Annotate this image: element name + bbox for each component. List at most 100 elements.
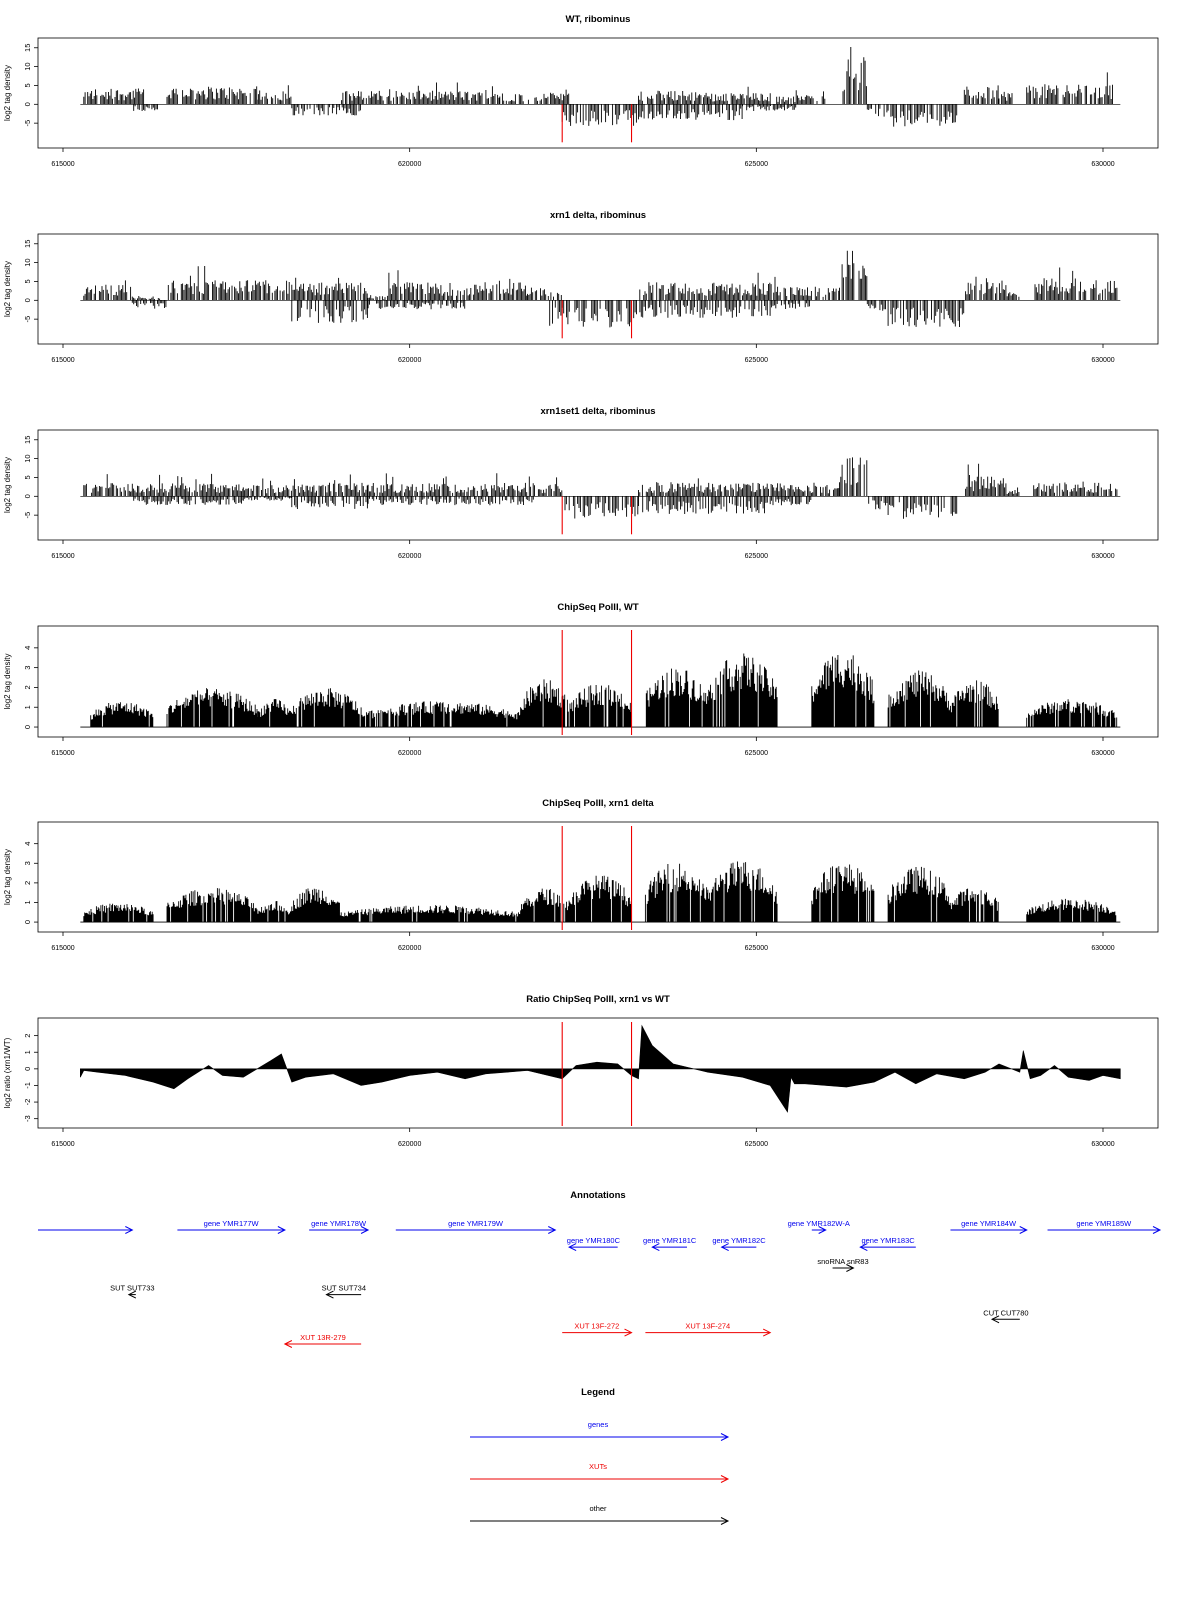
annotation-feature: gene YMR179W bbox=[395, 1219, 557, 1234]
legend-entry-arrowhead bbox=[720, 1475, 730, 1483]
legend-title: Legend bbox=[581, 1387, 615, 1398]
y-axis-label: log2 tag density bbox=[3, 653, 12, 709]
feature-arrowhead bbox=[283, 1340, 293, 1348]
x-tick-label: 620000 bbox=[398, 750, 421, 757]
feature-arrowhead bbox=[125, 1226, 134, 1234]
chart-panel-3: xrn1set1 delta, ribominus log2 tag densit… bbox=[3, 406, 1159, 560]
feature-label: gene YMR179W bbox=[448, 1219, 504, 1228]
legend-panel: Legend genes XUTs other bbox=[470, 1387, 730, 1525]
feature-label: gene YMR178W bbox=[311, 1219, 367, 1228]
legend-entry: genes bbox=[470, 1420, 730, 1441]
x-tick-label: 630000 bbox=[1091, 357, 1114, 364]
y-tick-label: -3 bbox=[23, 1115, 32, 1122]
chart-panel-4: ChipSeq PolII, WT log2 tag density 0 1 2 3 4 61… bbox=[3, 602, 1159, 757]
x-tick-label: 615000 bbox=[51, 1141, 74, 1148]
legend-entry-arrowhead bbox=[720, 1433, 730, 1441]
y-axis-label: log2 tag density bbox=[3, 849, 12, 905]
x-tick-label: 630000 bbox=[1091, 945, 1114, 952]
chart-panel-6: Ratio ChipSeq PolII, xrn1 vs WT log2 rati… bbox=[3, 994, 1159, 1148]
chart-panel-1: WT, ribominus log2 tag density -5 0 5 10 15 615… bbox=[3, 14, 1159, 168]
annotation-feature: snoRNA snR83 bbox=[817, 1257, 869, 1272]
y-tick-label: 4 bbox=[23, 646, 32, 650]
x-tick-label: 630000 bbox=[1091, 553, 1114, 560]
feature-arrowhead bbox=[568, 1243, 577, 1252]
feature-label: SUT SUT733 bbox=[110, 1284, 154, 1293]
minus-strand-bars bbox=[131, 300, 965, 328]
y-axis-label: log2 ratio (xrn1/WT) bbox=[3, 1037, 12, 1108]
legend-entry: XUTs bbox=[470, 1462, 730, 1483]
legend-entry-label: genes bbox=[588, 1420, 609, 1429]
annotations-panel: Annotations gene YMR177W gene YMR178W gene … bbox=[38, 1190, 1162, 1348]
feature-arrowhead bbox=[846, 1264, 855, 1272]
x-tick-label: 620000 bbox=[398, 945, 421, 952]
feature-label: snoRNA snR83 bbox=[817, 1257, 868, 1266]
y-tick-label: 1 bbox=[23, 1050, 32, 1054]
y-tick-label: 0 bbox=[23, 494, 32, 498]
feature-label: XUT 13F-274 bbox=[685, 1322, 730, 1331]
annotation-feature: SUT SUT733 bbox=[110, 1284, 155, 1299]
y-axis-label: log2 tag density bbox=[3, 457, 12, 513]
chart-panel-2: xrn1 delta, ribominus log2 tag density -5 0… bbox=[3, 210, 1159, 364]
plot-frame bbox=[37, 429, 1159, 541]
chart-title: ChipSeq PolII, xrn1 delta bbox=[542, 798, 654, 809]
chart-title: Ratio ChipSeq PolII, xrn1 vs WT bbox=[526, 994, 670, 1005]
y-tick-label: -2 bbox=[23, 1099, 32, 1106]
feature-label: gene YMR177W bbox=[204, 1219, 260, 1228]
minus-strand-bars bbox=[133, 496, 958, 519]
y-tick-label: -5 bbox=[23, 512, 32, 519]
annotations-title: Annotations bbox=[570, 1190, 625, 1201]
y-tick-label: 0 bbox=[23, 920, 32, 924]
feature-arrowhead bbox=[1019, 1226, 1028, 1234]
feature-label: gene YMR180C bbox=[567, 1236, 621, 1245]
x-tick-label: 625000 bbox=[745, 750, 768, 757]
x-tick-label: 615000 bbox=[51, 945, 74, 952]
x-tick-label: 620000 bbox=[398, 553, 421, 560]
y-tick-label: -1 bbox=[23, 1082, 32, 1089]
y-axis-label: log2 tag density bbox=[3, 261, 12, 317]
y-tick-label: 15 bbox=[23, 436, 32, 444]
annotation-feature: gene YMR178W bbox=[309, 1219, 370, 1234]
feature-arrowhead bbox=[859, 1243, 868, 1252]
feature-arrowhead bbox=[818, 1226, 827, 1234]
y-tick-label: 10 bbox=[23, 258, 32, 266]
coverage-bars bbox=[83, 861, 1117, 923]
feature-arrowhead bbox=[990, 1315, 1000, 1324]
feature-arrowhead bbox=[325, 1290, 334, 1299]
x-tick-label: 620000 bbox=[398, 161, 421, 168]
y-tick-label: 5 bbox=[23, 475, 32, 479]
x-tick-label: 620000 bbox=[398, 1141, 421, 1148]
plot-frame bbox=[37, 233, 1159, 345]
annotation-feature: gene YMR185W bbox=[1047, 1219, 1162, 1234]
y-tick-label: -5 bbox=[23, 120, 32, 127]
x-tick-label: 630000 bbox=[1091, 161, 1114, 168]
coverage-bars bbox=[90, 653, 1118, 727]
feature-label: gene YMR182W-A bbox=[788, 1219, 850, 1228]
feature-label: gene YMR181C bbox=[643, 1236, 697, 1245]
y-tick-label: 0 bbox=[23, 102, 32, 106]
chart-panel-5: ChipSeq PolII, xrn1 delta log2 tag densit… bbox=[3, 798, 1159, 952]
x-tick-label: 625000 bbox=[745, 945, 768, 952]
x-tick-label: 620000 bbox=[398, 357, 421, 364]
chart-title: ChipSeq PolII, WT bbox=[557, 602, 638, 613]
minus-strand-bars bbox=[133, 104, 958, 127]
y-tick-label: 4 bbox=[23, 842, 32, 846]
y-tick-label: 0 bbox=[23, 725, 32, 729]
x-tick-label: 625000 bbox=[745, 357, 768, 364]
y-tick-label: 2 bbox=[23, 881, 32, 885]
feature-arrowhead bbox=[277, 1226, 286, 1234]
feature-label: gene YMR182C bbox=[712, 1236, 766, 1245]
annotation-feature: XUT 13F-272 bbox=[562, 1322, 633, 1337]
feature-arrowhead bbox=[127, 1290, 137, 1299]
y-tick-label: 1 bbox=[23, 705, 32, 709]
y-axis-label: log2 tag density bbox=[3, 65, 12, 121]
chart-title: xrn1 delta, ribominus bbox=[550, 210, 646, 221]
y-tick-label: 15 bbox=[23, 44, 32, 52]
y-tick-label: 2 bbox=[23, 685, 32, 689]
legend-entry-label: other bbox=[589, 1504, 607, 1513]
feature-arrowhead bbox=[548, 1226, 557, 1234]
annotation-feature: gene YMR177W bbox=[177, 1219, 286, 1234]
y-tick-label: 10 bbox=[23, 454, 32, 462]
y-tick-label: 3 bbox=[23, 861, 32, 865]
feature-label: gene YMR184W bbox=[961, 1219, 1017, 1228]
